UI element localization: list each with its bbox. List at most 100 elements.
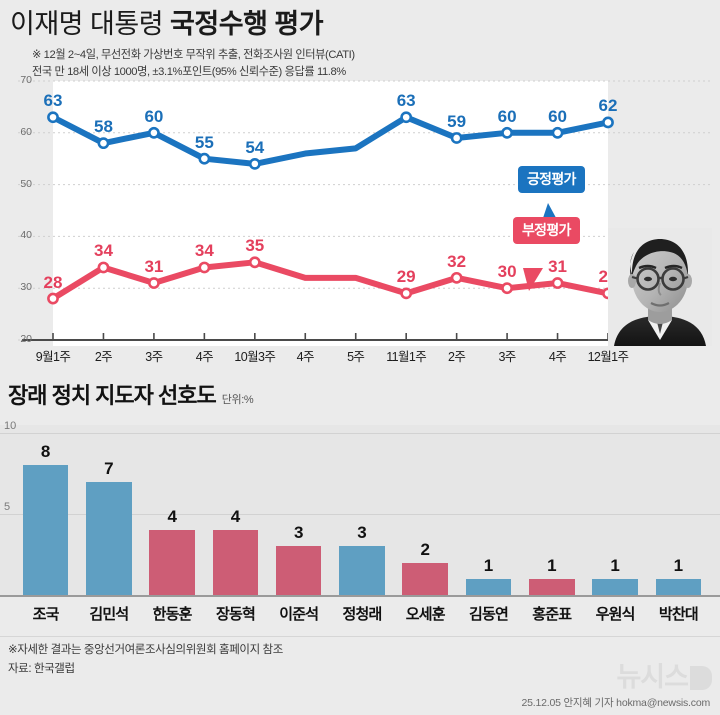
line-data-point — [450, 132, 463, 144]
bar-label-김민석: 김민석 — [89, 606, 129, 623]
line-value-label: 63 — [396, 91, 416, 111]
line-data-point — [450, 271, 463, 284]
bar-value-정청래: 3 — [357, 523, 367, 543]
line-value-label: 35 — [245, 236, 265, 256]
line-data-point — [400, 111, 413, 124]
line-x-label-3: 4주 — [195, 350, 214, 364]
line-value-label: 60 — [144, 106, 164, 126]
line-data-point — [97, 137, 110, 150]
line-data-point — [501, 282, 513, 295]
bar-한동훈 — [149, 530, 195, 595]
survey-note-line1: ※ 12월 2~4일, 무선전화 가상번호 무작위 추출, 전화조사원 인터뷰(… — [32, 49, 355, 61]
bar-조국 — [22, 465, 69, 595]
line-plot-background — [53, 81, 608, 346]
bar-label-한동훈: 한동훈 — [152, 606, 193, 623]
bar-정청래 — [339, 546, 385, 595]
footer: ※자세한 결과는 중앙선거여론조사심의위원회 홈페이지 참조 자료: 한국갤럽 — [8, 641, 283, 679]
line-y-tick-30: 30 — [20, 281, 32, 294]
survey-note: ※ 12월 2~4일, 무선전화 가상번호 무작위 추출, 전화조사원 인터뷰(… — [10, 47, 710, 81]
bar-y-tick-5: 5 — [4, 501, 11, 513]
line-y-tick-60: 60 — [20, 125, 32, 138]
line-data-point — [551, 126, 564, 139]
line-value-label: 28 — [43, 272, 63, 292]
bar-value-김민석: 7 — [104, 458, 114, 478]
bar-value-이준석: 3 — [293, 523, 304, 543]
line-series-group — [47, 111, 614, 305]
line-value-label: 58 — [93, 117, 113, 137]
line-x-label-9: 3주 — [498, 350, 516, 364]
line-value-label: 59 — [447, 111, 467, 131]
line-data-point — [148, 126, 160, 139]
bar-오세훈 — [402, 562, 449, 595]
survey-note-line2: 전국 만 18세 이상 1000명, ±3.1%포인트(95% 신뢰수준) 응답… — [32, 65, 346, 78]
line-y-tick-70: 70 — [20, 74, 32, 86]
line-path-negative — [50, 259, 611, 302]
line-data-point — [248, 256, 261, 269]
bar-label-우원식: 우원식 — [595, 606, 636, 623]
bar-value-조국: 8 — [40, 442, 51, 462]
bar-chart-unit: 단위:% — [221, 394, 254, 406]
newsis-logo-mark — [690, 666, 712, 690]
line-x-label-4: 10월3주 — [234, 350, 276, 364]
line-value-label: 54 — [245, 137, 265, 157]
line-y-tick-40: 40 — [20, 229, 32, 242]
line-x-label-11: 12월1주 — [587, 350, 629, 364]
line-value-label: 30 — [497, 262, 517, 282]
line-value-label: 34 — [93, 241, 113, 261]
bar-chart-title: 장래 정치 지도자 선호도 단위:% — [8, 378, 254, 410]
preference-bar-chart: 5 10 8 7 4 4 3 3 2 1 1 1 1 조국 김민석 한동훈 장동혁 이준석 정청래 오세훈 김동연 홍… — [0, 420, 720, 635]
footer-divider — [0, 636, 720, 637]
line-value-label: 55 — [194, 132, 214, 152]
page-title-normal: 이재명 대통령 — [10, 9, 171, 39]
line-path-positive — [50, 114, 611, 167]
line-value-label: 34 — [194, 241, 214, 261]
bar-label-정청래: 정청래 — [342, 606, 382, 623]
line-data-point — [248, 157, 261, 170]
footer-note: ※자세한 결과는 중앙선거여론조사심의위원회 홈페이지 참조 — [8, 644, 283, 656]
line-value-label: 60 — [548, 106, 567, 126]
bar-value-김동연: 1 — [483, 555, 494, 575]
line-value-label: 31 — [548, 257, 567, 277]
line-data-point — [602, 116, 614, 129]
page-title: 이재명 대통령 국정수행 평가 — [10, 2, 710, 41]
line-data-point — [47, 111, 59, 124]
line-data-point — [148, 277, 160, 289]
legend-negative-badge: 부정평가 — [513, 217, 580, 244]
bar-label-장동혁: 장동혁 — [215, 606, 256, 623]
bar-박찬대 — [655, 578, 702, 595]
line-x-label-2: 3주 — [145, 350, 163, 364]
footer-source: 자료: 한국갤럽 — [8, 662, 75, 675]
bar-김동연 — [465, 578, 512, 595]
line-y-tick-20: 20 — [20, 333, 32, 345]
line-data-point — [198, 152, 211, 165]
bar-value-우원식: 1 — [610, 555, 620, 575]
line-x-label-6: 5주 — [347, 350, 365, 364]
bar-label-조국: 조국 — [32, 606, 60, 623]
line-data-point — [47, 292, 59, 305]
bar-label-오세훈: 오세훈 — [405, 606, 446, 623]
newsis-watermark-text: 뉴시스 — [616, 662, 689, 692]
legend-positive-badge: 긍정평가 — [518, 166, 585, 193]
line-data-point — [551, 277, 564, 289]
line-x-label-8: 2주 — [447, 350, 466, 364]
line-x-label-7: 11월1주 — [386, 350, 427, 364]
bar-value-한동훈: 4 — [167, 507, 177, 527]
bar-우원식 — [592, 578, 638, 595]
president-photo-image — [608, 228, 712, 346]
bar-value-박찬대: 1 — [673, 555, 684, 575]
bar-label-홍준표: 홍준표 — [532, 606, 572, 623]
line-value-label: 29 — [396, 267, 416, 287]
line-data-point — [400, 287, 413, 300]
bar-y-tick-10: 10 — [4, 420, 17, 432]
line-x-label-5: 4주 — [296, 350, 315, 364]
line-data-point — [198, 261, 211, 274]
bar-gridline-10 — [0, 433, 720, 434]
bar-value-장동혁: 4 — [230, 507, 241, 527]
president-photo — [608, 228, 712, 346]
line-value-label: 31 — [144, 257, 164, 277]
line-value-label: 62 — [598, 96, 618, 116]
bar-김민석 — [86, 481, 132, 595]
bar-장동혁 — [212, 530, 259, 595]
line-x-label-1: 2주 — [94, 350, 113, 364]
